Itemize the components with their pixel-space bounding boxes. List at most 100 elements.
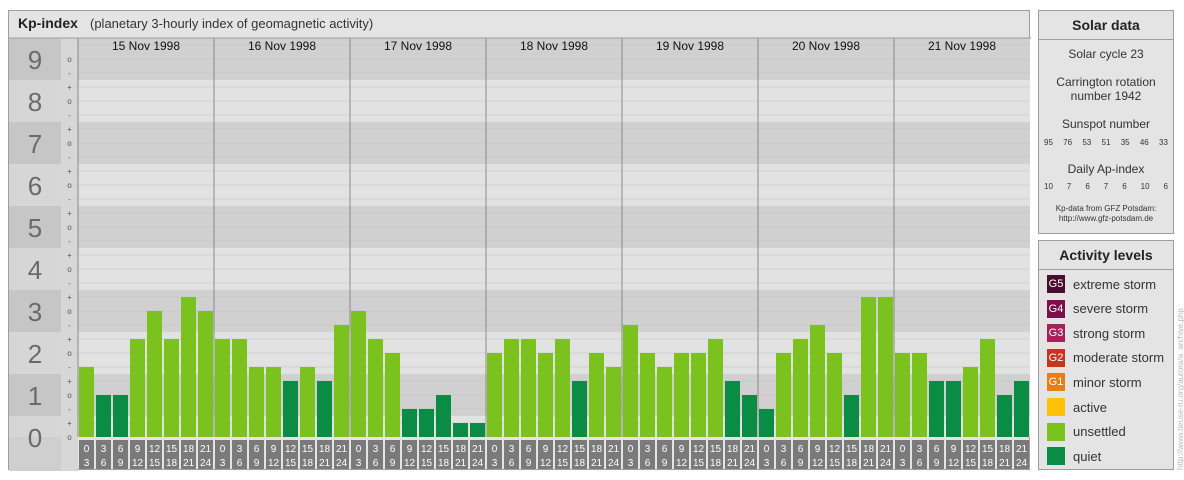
activity-level-label: severe storm [1073,301,1149,317]
hour-label-box [504,440,519,469]
hour-end-label: 21 [183,458,195,469]
kp-bar [810,324,825,437]
solar-cycle: Solar cycle 23 [1068,47,1144,61]
hour-label-box [555,440,570,469]
kp-bar [878,297,893,437]
hour-end-label: 6 [645,458,651,469]
hour-label-box [521,440,536,469]
solar-data-title: Solar data [1072,17,1140,33]
hour-label-box [249,440,264,469]
hour-end-label: 21 [999,458,1011,469]
hour-start-label: 6 [526,444,532,455]
sunspot-values: 95 76 53 51 35 46 33 [1044,138,1168,147]
kp-bar [266,366,281,437]
hour-start-label: 6 [798,444,804,455]
hour-label-box [538,440,553,469]
hour-end-label: 6 [101,458,107,469]
y-minor-label: o [67,97,72,106]
kp-bar [555,339,570,437]
hour-end-label: 9 [934,458,940,469]
solar-data-panel: Solar data Solar cycle 23 Carrington rot… [1038,10,1174,234]
kp-bar [589,353,604,437]
hour-end-label: 6 [917,458,923,469]
activity-level-item: G4 severe storm [1047,299,1149,318]
hour-end-label: 9 [390,458,396,469]
activity-level-label: active [1073,399,1107,415]
y-minor-label: - [68,237,71,246]
hour-end-label: 12 [540,458,552,469]
activity-level-item: G3 strong storm [1047,324,1145,343]
hour-start-label: 18 [999,444,1011,455]
day-label: 17 Nov 1998 [384,39,452,53]
y-band-5 [9,206,61,248]
kp-bar [453,423,468,437]
hour-end-label: 21 [319,458,331,469]
hour-label-box [674,440,689,469]
hour-end-label: 3 [900,458,906,469]
y-minor-label: - [68,405,71,414]
kp-bar [997,395,1012,437]
hour-start-label: 9 [679,444,685,455]
chart-title: Kp-index [18,15,78,31]
hour-start-label: 12 [421,444,433,455]
activity-divider [1039,269,1173,270]
kp-bar [623,324,638,437]
hour-label-box [453,440,468,469]
hour-start-label: 9 [135,444,141,455]
hour-label-box [963,440,978,469]
kp-bar [691,353,706,437]
activity-level-swatch: G5 [1047,275,1065,293]
kp-bar [300,366,315,437]
hour-label-box [487,440,502,469]
hour-end-label: 21 [727,458,739,469]
kp-bar [759,408,774,437]
hour-start-label: 18 [863,444,875,455]
hour-end-label: 3 [84,458,90,469]
hour-start-label: 21 [1016,444,1028,455]
day-label: 18 Nov 1998 [520,39,588,53]
kp-bar [232,339,247,437]
hour-label-box [793,440,808,469]
hour-start-label: 6 [934,444,940,455]
hour-start-label: 21 [200,444,212,455]
hour-start-label: 15 [166,444,178,455]
kp-bar [198,311,213,437]
hour-start-label: 9 [271,444,277,455]
hour-start-label: 6 [254,444,260,455]
y-tick-label: 7 [28,129,42,159]
hour-label-box [776,440,791,469]
y-band-3 [9,290,61,332]
y-tick-label: 3 [28,297,42,327]
hour-label-box [181,440,196,469]
kp-bar [776,353,791,437]
y-minor-label: o [67,139,72,148]
hour-end-label: 18 [846,458,858,469]
hour-label-box [334,440,349,469]
y-band-6 [9,164,61,206]
hour-end-label: 24 [608,458,620,469]
hour-label-box [130,440,145,469]
y-minor-label: + [67,251,72,260]
hour-label-box [742,440,757,469]
hour-start-label: 21 [744,444,756,455]
y-band-1 [9,374,61,416]
kp-bar [1014,381,1029,437]
kp-bar [980,339,995,437]
carrington-line1: Carrington rotation [1056,75,1156,89]
hour-label-box [351,440,366,469]
ap-index-value: 10 [1140,182,1150,191]
hour-start-label: 3 [917,444,923,455]
kp-bar [861,297,876,437]
hour-start-label: 3 [509,444,515,455]
hour-start-label: 0 [628,444,634,455]
hour-label-box [1014,440,1029,469]
hour-label-box [844,440,859,469]
y-minor-label: + [67,83,72,92]
hour-start-label: 12 [557,444,569,455]
hour-label-box [708,440,723,469]
kp-bar [436,395,451,437]
kp-bar [164,339,179,437]
hour-start-label: 18 [455,444,467,455]
hour-end-label: 15 [965,458,977,469]
hour-label-box [419,440,434,469]
